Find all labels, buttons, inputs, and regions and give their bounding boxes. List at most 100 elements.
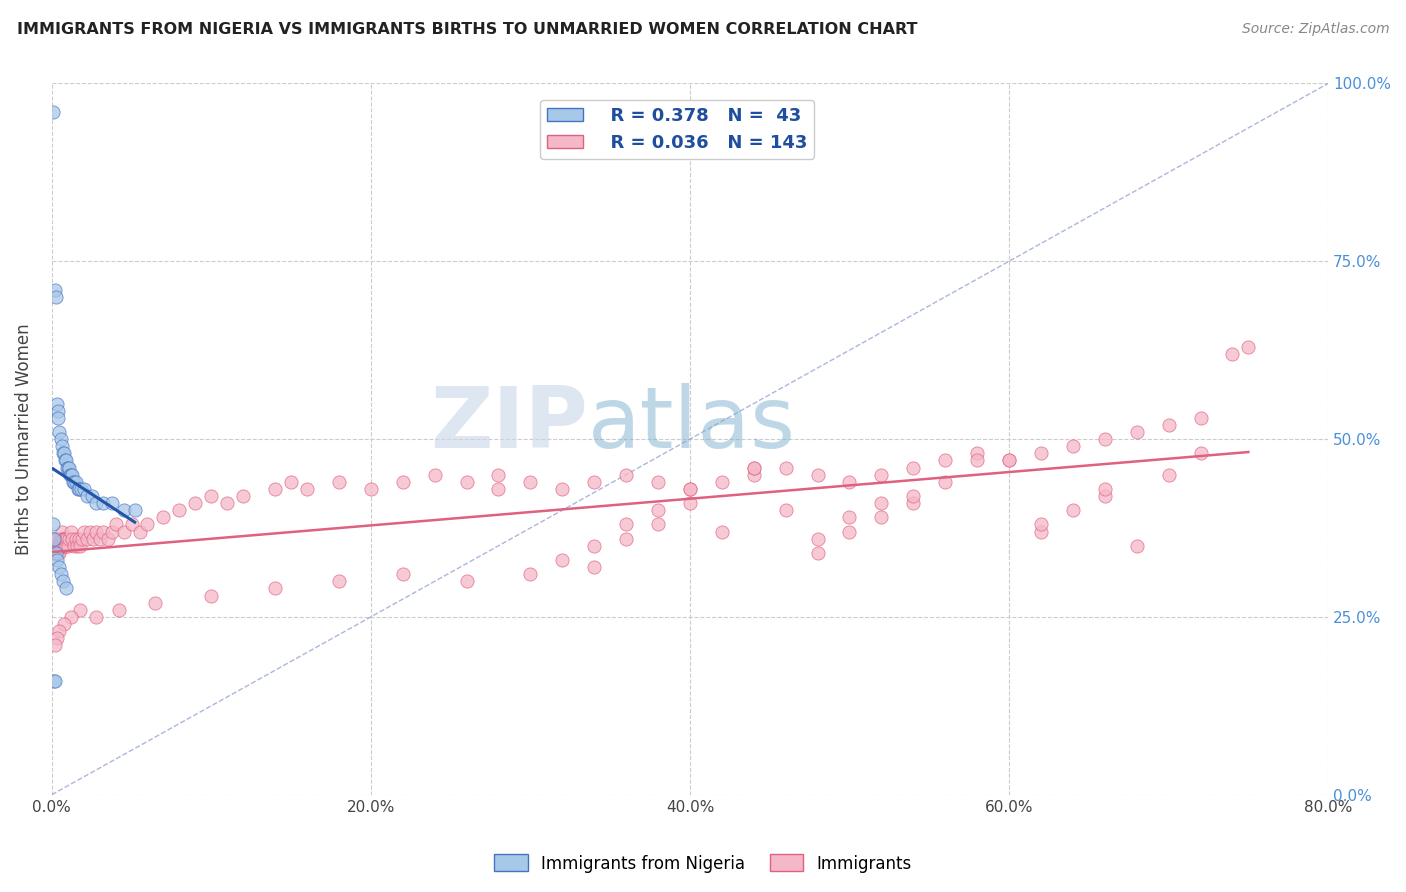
Point: [966, 446, 988, 460]
Point: [55, 453, 77, 467]
Point: [44, 546, 66, 560]
Point: [52, 574, 75, 589]
Legend:   R = 0.378   N =  43,   R = 0.036   N = 143: R = 0.378 N = 43, R = 0.036 N = 143: [540, 100, 814, 159]
Point: [48, 546, 70, 560]
Point: [52, 539, 75, 553]
Point: [60, 467, 83, 482]
Point: [65, 532, 87, 546]
Point: [806, 532, 828, 546]
Point: [82, 532, 104, 546]
Point: [583, 560, 606, 574]
Point: [107, 603, 129, 617]
Point: [55, 539, 77, 553]
Point: [49, 532, 72, 546]
Point: [53, 539, 76, 553]
Point: [519, 475, 541, 489]
Point: [46, 546, 69, 560]
Point: [145, 596, 167, 610]
Point: [264, 582, 287, 596]
Point: [42, 517, 65, 532]
Point: [551, 482, 574, 496]
Point: [1222, 347, 1244, 361]
Point: [62, 475, 84, 489]
Point: [966, 453, 988, 467]
Point: [775, 460, 797, 475]
Point: [903, 489, 925, 503]
Point: [838, 524, 860, 539]
Point: [44, 283, 66, 297]
Point: [742, 460, 765, 475]
Point: [647, 503, 669, 517]
Point: [742, 460, 765, 475]
Point: [42, 546, 65, 560]
Point: [46, 539, 69, 553]
Point: [46, 539, 69, 553]
Point: [48, 624, 70, 639]
Point: [42, 673, 65, 688]
Point: [52, 532, 75, 546]
Point: [48, 539, 70, 553]
Point: [63, 539, 86, 553]
Point: [488, 467, 510, 482]
Point: [998, 453, 1021, 467]
Point: [1125, 425, 1147, 439]
Point: [870, 510, 893, 524]
Point: [1094, 489, 1116, 503]
Point: [614, 517, 637, 532]
Point: [58, 460, 80, 475]
Point: [101, 496, 124, 510]
Point: [1029, 446, 1052, 460]
Point: [169, 503, 191, 517]
Point: [152, 510, 174, 524]
Point: [1029, 524, 1052, 539]
Point: [519, 567, 541, 582]
Point: [488, 482, 510, 496]
Point: [44, 638, 66, 652]
Point: [998, 453, 1021, 467]
Point: [184, 496, 207, 510]
Point: [60, 467, 83, 482]
Point: [1237, 340, 1260, 354]
Point: [101, 524, 124, 539]
Point: [1062, 503, 1084, 517]
Point: [59, 467, 82, 482]
Point: [1094, 482, 1116, 496]
Point: [806, 546, 828, 560]
Point: [42, 104, 65, 119]
Point: [44, 532, 66, 546]
Point: [56, 460, 79, 475]
Point: [73, 524, 96, 539]
Point: [69, 539, 91, 553]
Point: [679, 482, 702, 496]
Point: [45, 532, 67, 546]
Point: [66, 482, 89, 496]
Point: [69, 603, 91, 617]
Point: [391, 475, 413, 489]
Point: [41, 532, 63, 546]
Point: [42, 546, 65, 560]
Point: [91, 524, 114, 539]
Point: [48, 410, 70, 425]
Point: [52, 446, 75, 460]
Point: [232, 489, 254, 503]
Point: [51, 539, 73, 553]
Point: [45, 396, 67, 410]
Point: [80, 489, 103, 503]
Point: [128, 524, 150, 539]
Point: [49, 539, 72, 553]
Point: [52, 532, 75, 546]
Point: [647, 517, 669, 532]
Point: [67, 532, 90, 546]
Point: [86, 496, 108, 510]
Point: [934, 453, 956, 467]
Point: [838, 475, 860, 489]
Legend: Immigrants from Nigeria, Immigrants: Immigrants from Nigeria, Immigrants: [488, 847, 918, 880]
Point: [70, 532, 93, 546]
Point: [76, 489, 98, 503]
Point: [328, 574, 350, 589]
Point: [679, 496, 702, 510]
Point: [86, 524, 108, 539]
Point: [53, 532, 76, 546]
Point: [52, 539, 75, 553]
Point: [51, 439, 73, 453]
